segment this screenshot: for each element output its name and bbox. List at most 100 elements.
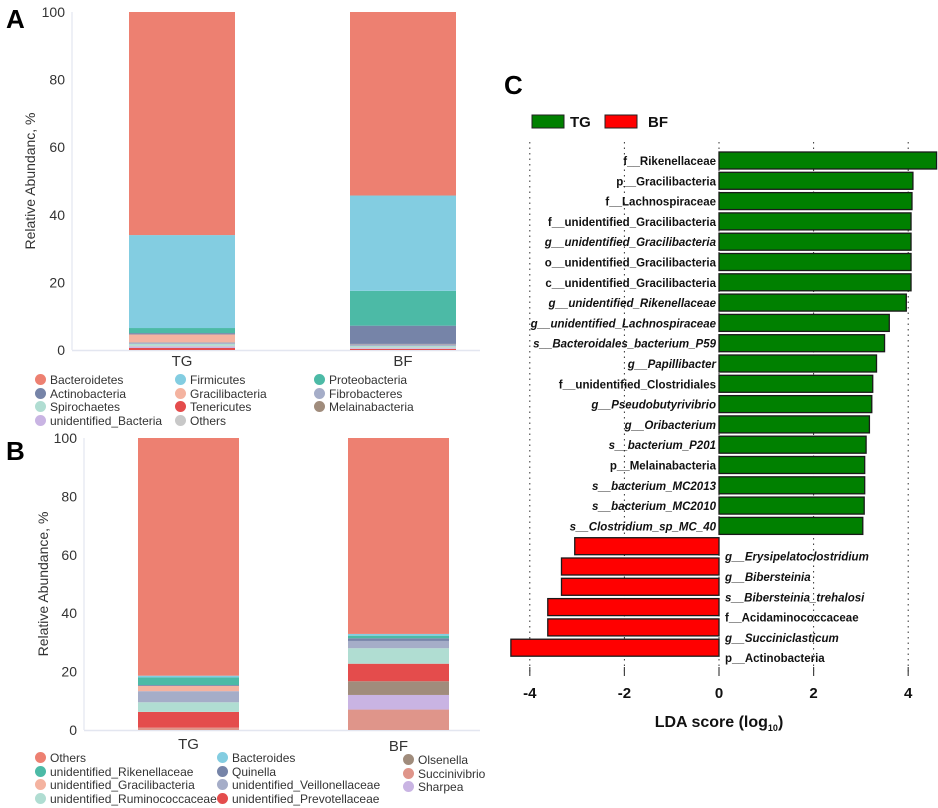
legend-label: Bacteroidetes bbox=[50, 373, 123, 387]
lda-bar-label: g__Bibersteinia bbox=[724, 572, 811, 584]
y-tick-label: 60 bbox=[49, 139, 65, 155]
x-tick-label-tg: TG bbox=[172, 353, 193, 370]
legend-swatch-icon bbox=[217, 779, 228, 790]
lda-bar-label: o__unidentified_Gracilibacteria bbox=[545, 258, 717, 270]
lda-bar-tg bbox=[719, 233, 911, 250]
y-tick-label: 80 bbox=[49, 72, 65, 88]
lda-bar-tg bbox=[719, 517, 863, 534]
legend-swatch-icon bbox=[175, 388, 186, 399]
legend-item: Olsenella bbox=[403, 754, 468, 768]
lda-bar-tg bbox=[719, 477, 865, 494]
y-tick-label: 0 bbox=[57, 342, 65, 358]
bar-segment-tg-tenericutes bbox=[129, 348, 235, 350]
legend-label: Fibrobacteres bbox=[329, 387, 402, 401]
bar-segment-bf-unidentified-rikenellaceae bbox=[348, 636, 449, 639]
legend-swatch-icon bbox=[314, 401, 325, 412]
legend-item: Tenericutes bbox=[175, 401, 251, 415]
legend-label-tg: TG bbox=[570, 114, 591, 131]
legend-item: Succinivibrio bbox=[403, 768, 485, 782]
legend-label: Melainabacteria bbox=[329, 400, 414, 414]
bar-segment-tg-unidentified-bacteria bbox=[129, 347, 235, 348]
x-tick-label-tg: TG bbox=[178, 736, 199, 753]
x-tick-label: 4 bbox=[904, 685, 913, 702]
panel-label-b: B bbox=[6, 436, 25, 467]
y-tick-label: 100 bbox=[42, 4, 66, 20]
bar-segment-bf-unidentified-veillonellaceae bbox=[348, 641, 449, 648]
bar-segment-bf-bacteroides bbox=[348, 634, 449, 636]
y-tick-label: 40 bbox=[49, 207, 65, 223]
y-tick-label: 20 bbox=[61, 664, 77, 680]
lda-bar-bf bbox=[561, 578, 719, 595]
lda-bar-tg bbox=[719, 497, 864, 514]
lda-bar-bf bbox=[548, 619, 719, 636]
lda-bar-tg bbox=[719, 335, 885, 352]
bar-segment-tg-unidentified-gracilibacteria bbox=[138, 686, 239, 691]
x-axis-label-close: ) bbox=[778, 714, 783, 731]
y-axis-label: Relative Abundanc, % bbox=[22, 113, 38, 250]
lda-bar-tg bbox=[719, 355, 877, 372]
lda-bar-tg bbox=[719, 375, 873, 392]
legend-label: Quinella bbox=[232, 765, 276, 779]
panel-label-c: C bbox=[504, 70, 523, 101]
lda-bar-label: p__Melainabacteria bbox=[610, 461, 717, 473]
bar-segment-tg-proteobacteria bbox=[129, 328, 235, 333]
legend-item: Proteobacteria bbox=[314, 374, 407, 388]
x-tick-label: 2 bbox=[809, 685, 817, 702]
bar-segment-bf-actinobacteria bbox=[350, 326, 456, 344]
legend-item: unidentified_Veillonellaceae bbox=[217, 779, 380, 793]
legend-swatch-icon bbox=[403, 781, 414, 792]
legend-item: Others bbox=[175, 415, 226, 429]
legend-swatch-icon bbox=[35, 388, 46, 399]
lda-bar-tg bbox=[719, 172, 913, 189]
bar-segment-tg-firmicutes bbox=[129, 235, 235, 328]
legend-item: unidentified_Gracilibacteria bbox=[35, 779, 195, 793]
panel-label-a: A bbox=[6, 4, 25, 35]
bar-segment-tg-spirochaetes bbox=[129, 344, 235, 346]
lda-bar-label: g__Oribacterium bbox=[624, 420, 716, 432]
legend-item: unidentified_Bacteria bbox=[35, 415, 162, 429]
lda-bar-label: f__Acidaminococcaceae bbox=[725, 613, 859, 625]
lda-bar-label: f__unidentified_Gracilibacteria bbox=[548, 217, 717, 229]
legend-label: Olsenella bbox=[418, 753, 468, 767]
bar-segment-tg-fibrobacteres bbox=[129, 343, 235, 344]
y-tick-label: 100 bbox=[54, 430, 78, 446]
y-tick-label: 0 bbox=[69, 722, 77, 738]
legend-swatch-icon bbox=[175, 401, 186, 412]
legend-swatch-icon bbox=[314, 388, 325, 399]
x-tick-label: -2 bbox=[618, 685, 631, 702]
lda-bar-label: p__Actinobacteria bbox=[725, 653, 825, 665]
legend-swatch-icon bbox=[35, 401, 46, 412]
y-tick-label: 20 bbox=[49, 274, 65, 290]
bar-segment-tg-bacteroidetes bbox=[129, 12, 235, 235]
legend-label: unidentified_Bacteria bbox=[50, 414, 162, 428]
legend-swatch-icon bbox=[175, 415, 186, 426]
lda-bar-label: p__Gracilibacteria bbox=[616, 176, 716, 188]
bar-segment-tg-unidentified-veillonellaceae bbox=[138, 691, 239, 702]
bar-segment-tg-gracilibacteria bbox=[129, 334, 235, 342]
bar-segment-tg-quinella bbox=[138, 685, 239, 686]
lda-bar-label: g__unidentified_Rikenellaceae bbox=[548, 298, 717, 310]
legend-label: Actinobacteria bbox=[50, 387, 126, 401]
legend-label: unidentified_Prevotellaceae bbox=[232, 792, 379, 806]
legend-item: Quinella bbox=[217, 766, 276, 780]
lda-bar-tg bbox=[719, 396, 872, 413]
legend-item: unidentified_Ruminococcaceae bbox=[35, 793, 217, 807]
bar-segment-tg-succinivibrio bbox=[138, 728, 239, 730]
y-tick-label: 60 bbox=[61, 547, 77, 563]
x-tick-label-bf: BF bbox=[393, 353, 412, 370]
lda-bar-label: g__Succiniclasticum bbox=[724, 633, 839, 645]
legend-swatch-icon bbox=[217, 793, 228, 804]
legend-item: Bacteroidetes bbox=[35, 374, 123, 388]
panel-a-chart: 0 20 40 60 80 100 Relative Abundanc, % TG BF bbox=[22, 4, 480, 370]
y-axis-label: Relative Abundance, % bbox=[35, 512, 51, 657]
lda-bar-label: f__Rikenellaceae bbox=[623, 156, 716, 168]
lda-bar-tg bbox=[719, 254, 911, 271]
lda-bar-label: s__Bibersteinia_trehalosi bbox=[725, 592, 865, 604]
lda-bar-tg bbox=[719, 193, 912, 210]
legend-swatch-icon bbox=[35, 374, 46, 385]
legend-label: unidentified_Gracilibacteria bbox=[50, 778, 195, 792]
